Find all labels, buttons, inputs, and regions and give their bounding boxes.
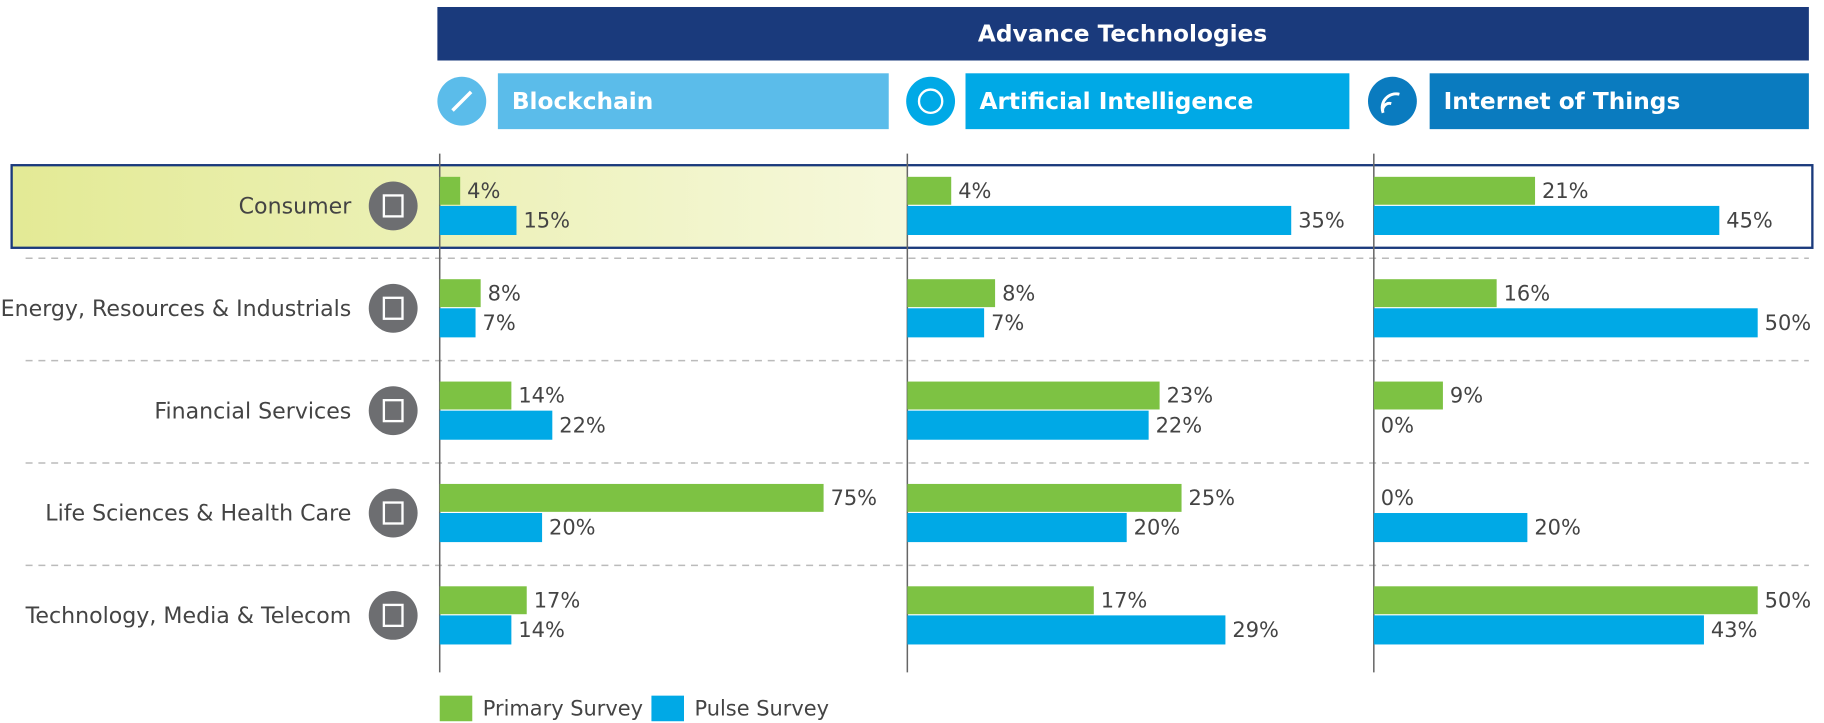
value-label: 0%: [1381, 413, 1414, 437]
category-label: Technology, Media & Telecom: [25, 603, 352, 629]
value-label: 14%: [518, 618, 565, 642]
bar: [439, 410, 553, 440]
value-label: 4%: [958, 179, 991, 203]
legend-swatch: [439, 695, 473, 722]
bar: [907, 176, 952, 205]
value-label: 14%: [518, 384, 565, 408]
value-label: 16%: [1504, 281, 1551, 305]
bar: [439, 176, 461, 205]
bar: [907, 381, 1160, 410]
value-label: 0%: [1381, 486, 1414, 510]
category-icon: [368, 590, 418, 640]
value-label: 4%: [467, 179, 500, 203]
value-label: 21%: [1542, 179, 1589, 203]
bar: [1373, 615, 1704, 645]
category-icon-glyph: [382, 194, 404, 218]
bar: [907, 615, 1226, 645]
category-label: Energy, Resources & Industrials: [1, 296, 352, 322]
bar: [439, 205, 517, 235]
iot-icon: [1368, 76, 1417, 126]
bar: [439, 279, 481, 308]
bar: [907, 205, 1292, 235]
value-label: 20%: [1534, 516, 1581, 540]
bar: [1373, 205, 1720, 235]
panel-header: [1429, 73, 1809, 130]
value-label: 8%: [1002, 281, 1035, 305]
category-label: Financial Services: [154, 398, 351, 424]
legend-label: Primary Survey: [483, 697, 643, 721]
bar: [907, 513, 1127, 543]
bar: [439, 308, 476, 338]
value-label: 43%: [1711, 618, 1758, 642]
header-bar: [437, 6, 1809, 61]
value-label: 50%: [1765, 588, 1812, 612]
value-label: 22%: [559, 413, 606, 437]
icon-glyph: [451, 90, 473, 112]
bar: [907, 308, 985, 338]
category-icon-glyph: [382, 603, 404, 628]
value-label: 50%: [1765, 311, 1812, 335]
bar: [1373, 586, 1758, 615]
icons: [437, 76, 1417, 126]
value-label: 45%: [1726, 209, 1773, 233]
panel-header: [965, 73, 1350, 130]
value-label: 75%: [831, 486, 878, 510]
value-label: 17%: [534, 588, 581, 612]
bar: [439, 513, 543, 543]
legend-swatch: [651, 695, 684, 722]
bar: [1373, 513, 1528, 543]
bar: [1373, 308, 1758, 338]
bar: [439, 615, 512, 645]
bar: [907, 410, 1149, 440]
icon-glyph: [1380, 92, 1400, 114]
category-icon: [368, 386, 418, 436]
category-label: Consumer: [239, 194, 353, 220]
value-label: 15%: [523, 209, 570, 233]
bar: [1373, 176, 1536, 205]
chart-title: Advance Technologies: [978, 20, 1267, 47]
value-label: 29%: [1232, 618, 1279, 642]
category-icon-glyph: [382, 501, 404, 525]
panel-title: Blockchain: [512, 88, 653, 115]
bar: [907, 586, 1094, 615]
value-label: 22%: [1156, 413, 1203, 437]
category-icon: [368, 283, 418, 333]
value-label: 7%: [483, 311, 516, 335]
value-label: 25%: [1189, 486, 1236, 510]
category-label: Life Sciences & Health Care: [45, 501, 351, 527]
value-label: 9%: [1450, 384, 1483, 408]
bar: [907, 279, 996, 308]
bar: [1373, 279, 1497, 308]
category-icon: [368, 488, 418, 538]
panel-title: Internet of Things: [1444, 88, 1681, 115]
bar: [439, 381, 512, 410]
panel-title: Artificial Intelligence: [979, 88, 1253, 115]
value-label: 7%: [991, 311, 1024, 335]
value-label: 23%: [1167, 384, 1214, 408]
value-label: 35%: [1298, 209, 1345, 233]
ai-icon: [906, 76, 956, 126]
icon-glyph: [917, 88, 944, 115]
value-label: 17%: [1101, 588, 1148, 612]
panel-header: [497, 73, 889, 130]
bar: [439, 586, 527, 615]
category-icon-glyph: [382, 399, 404, 423]
legend-label: Pulse Survey: [694, 697, 829, 721]
value-label: 8%: [488, 281, 521, 305]
bar: [439, 483, 824, 512]
category-icon: [368, 181, 418, 231]
bar: [907, 483, 1182, 512]
bar: [1373, 381, 1443, 410]
highlight-border: [10, 164, 1814, 249]
value-label: 20%: [549, 516, 596, 540]
category-icon-glyph: [382, 296, 404, 320]
value-label: 20%: [1134, 516, 1181, 540]
